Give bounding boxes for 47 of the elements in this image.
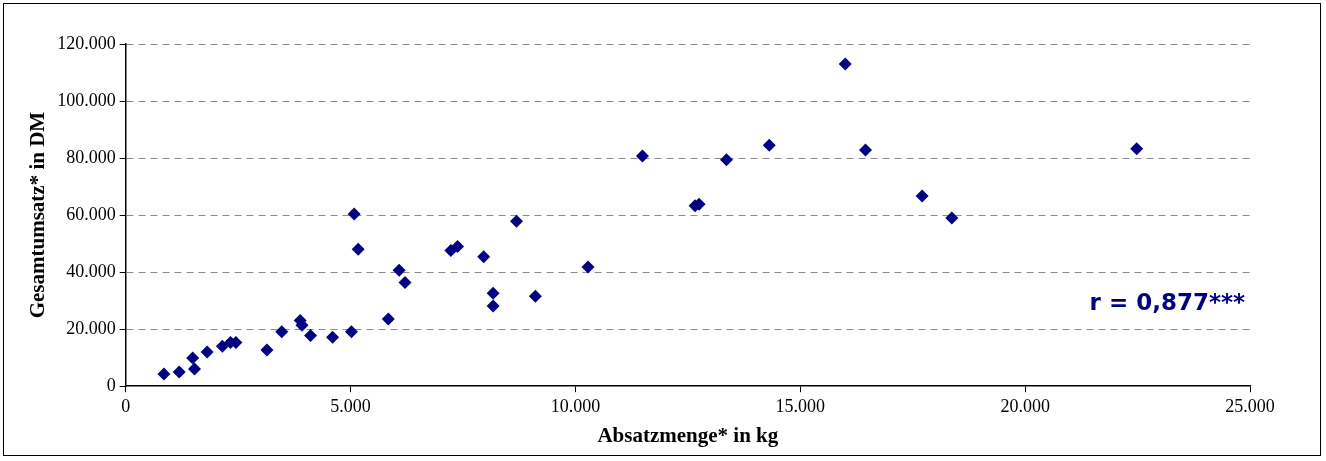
point xyxy=(186,351,200,365)
point xyxy=(347,207,361,221)
point xyxy=(381,312,395,326)
point xyxy=(260,343,274,357)
point xyxy=(157,367,171,381)
point xyxy=(392,263,406,277)
point xyxy=(215,339,229,353)
point xyxy=(451,239,465,253)
y-tick-label: 40.000 xyxy=(66,260,116,281)
point xyxy=(351,242,365,256)
x-tick-label: 20.000 xyxy=(1000,395,1050,416)
y-tick-label: 0 xyxy=(106,374,116,395)
point xyxy=(762,138,776,152)
y-tick-label: 80.000 xyxy=(66,146,116,167)
x-tick-label: 15.000 xyxy=(775,395,826,416)
point xyxy=(528,289,542,303)
point xyxy=(720,153,734,167)
point xyxy=(510,214,524,228)
y-tick-label: 100.000 xyxy=(57,89,116,110)
x-tick-label: 25.000 xyxy=(1225,395,1275,416)
y-tick-label: 60.000 xyxy=(66,203,116,224)
point xyxy=(858,143,872,157)
y-tick-label: 20.000 xyxy=(66,317,116,338)
annotation: r = 0,877*** xyxy=(1089,289,1245,316)
point xyxy=(304,328,318,342)
point xyxy=(275,325,289,339)
point xyxy=(838,57,852,71)
point xyxy=(188,362,202,376)
point xyxy=(1130,142,1144,156)
x-tick-label: 10.000 xyxy=(550,395,601,416)
point xyxy=(945,211,959,225)
x-tick-label: 0 xyxy=(121,395,131,416)
point xyxy=(172,365,186,379)
y-axis-title: Gesamtumsatz* in DM xyxy=(25,111,50,319)
point xyxy=(398,275,412,289)
point xyxy=(915,189,929,203)
point xyxy=(477,250,491,264)
point xyxy=(200,345,214,359)
point xyxy=(326,330,340,344)
x-axis-title: Absatzmenge* in kg xyxy=(597,422,779,447)
y-tick-label: 120.000 xyxy=(57,32,116,53)
point xyxy=(581,260,595,274)
point xyxy=(486,286,500,300)
x-tick-label: 5.000 xyxy=(330,395,371,416)
point xyxy=(635,149,649,163)
point xyxy=(486,299,500,313)
point xyxy=(344,325,358,339)
